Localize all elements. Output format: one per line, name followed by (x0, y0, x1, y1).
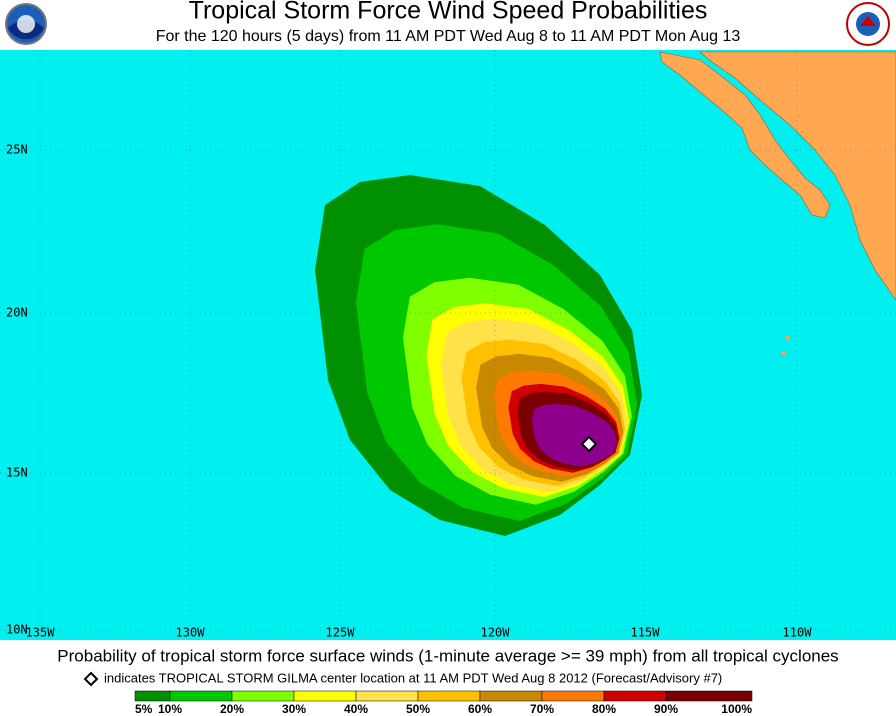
noaa-logo (5, 3, 47, 45)
title: Tropical Storm Force Wind Speed Probabil… (189, 0, 708, 25)
islands (782, 336, 789, 355)
land (659, 51, 896, 301)
legend-swatch (355, 690, 419, 702)
legend-label: 70% (530, 702, 554, 716)
legend-diamond (83, 671, 99, 687)
legend-swatch (603, 690, 667, 702)
legend-label: 5% (135, 702, 153, 716)
caption: Probability of tropical storm force surf… (57, 646, 838, 665)
nws-logo (846, 2, 890, 46)
contour (531, 403, 617, 467)
lon-label: 115W (631, 626, 661, 640)
legend-label: 90% (654, 702, 678, 716)
subtitle: For the 120 hours (5 days) from 11 AM PD… (156, 28, 741, 45)
legend-swatch (479, 690, 543, 702)
legend-label: 10% (158, 702, 182, 716)
lon-label: 120W (481, 626, 511, 640)
lon-label: 110W (783, 626, 813, 640)
legend-label: 80% (592, 702, 616, 716)
storm-center (580, 435, 598, 453)
lon-label: 125W (326, 626, 356, 640)
legend-swatch (134, 690, 171, 702)
legend-label: 100% (721, 702, 752, 716)
legend-swatch (665, 690, 753, 702)
legend-swatch (417, 690, 481, 702)
lat-label: 25N (6, 143, 28, 157)
legend-swatch (231, 690, 295, 702)
legend-label: 20% (220, 702, 244, 716)
legend: 5% 10% 20% 30% 40% 50% 60% 70% 80% 90% 100% (134, 690, 753, 716)
note: indicates TROPICAL STORM GILMA center lo… (104, 670, 722, 685)
lat-label: 20N (6, 306, 28, 320)
legend-swatch (293, 690, 357, 702)
legend-swatch (541, 690, 605, 702)
legend-label: 30% (282, 702, 306, 716)
lon-label: 130W (176, 626, 206, 640)
lat-label: 15N (6, 466, 28, 480)
lat-label: 10N (6, 623, 28, 637)
lon-label: 135W (26, 626, 56, 640)
legend-swatch (169, 690, 233, 702)
legend-label: 40% (344, 702, 368, 716)
legend-label: 50% (406, 702, 430, 716)
legend-label: 60% (468, 702, 492, 716)
